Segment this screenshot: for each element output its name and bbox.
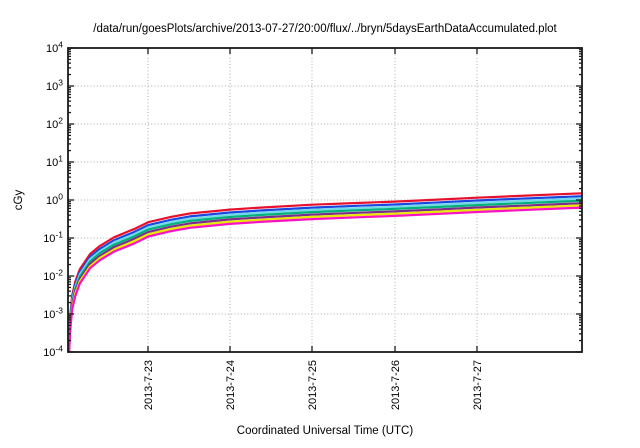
x-tick-label: 2013-7-25 bbox=[307, 360, 319, 410]
y-tick-label: 102 bbox=[46, 116, 63, 132]
x-axis-label: Coordinated Universal Time (UTC) bbox=[236, 425, 414, 437]
x-tick-label: 2013-7-24 bbox=[225, 360, 237, 410]
y-tick-label: 100 bbox=[46, 192, 63, 208]
y-tick-label: 10-3 bbox=[43, 306, 63, 322]
y-tick-label: 10-2 bbox=[43, 268, 63, 284]
x-tick-label: 2013-7-23 bbox=[143, 360, 155, 410]
x-tick-label: 2013-7-27 bbox=[472, 360, 484, 410]
y-tick-label: 104 bbox=[46, 40, 63, 56]
y-axis-label: cGy bbox=[13, 189, 25, 211]
y-tick-label: 103 bbox=[46, 78, 63, 94]
y-tick-label: 10-4 bbox=[43, 344, 63, 360]
series-line-7 bbox=[68, 206, 582, 352]
x-tick-label: 2013-7-26 bbox=[390, 360, 402, 410]
y-tick-label: 101 bbox=[46, 154, 63, 170]
y-tick-label: 10-1 bbox=[43, 230, 63, 246]
plot-title: /data/run/goesPlots/archive/2013-07-27/2… bbox=[93, 23, 557, 35]
